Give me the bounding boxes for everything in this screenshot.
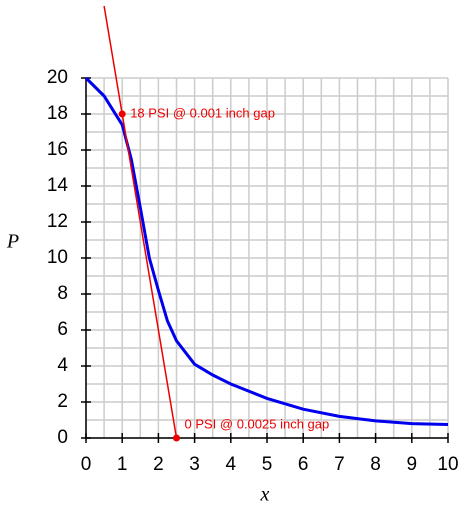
y-tick-label: 6 <box>57 319 68 340</box>
series-line <box>84 76 449 426</box>
x-tick-label: 3 <box>189 454 200 475</box>
x-tick-label: 0 <box>81 454 92 475</box>
y-tick-label: 18 <box>47 103 68 124</box>
x-tick-label: 5 <box>262 454 273 475</box>
x-tick-label: 7 <box>334 454 345 475</box>
x-tick-label: 10 <box>437 454 458 475</box>
point-label: 0 PSI @ 0.0025 inch gap <box>185 416 330 431</box>
y-axis-title: P <box>6 231 19 253</box>
point-label: 18 PSI @ 0.001 inch gap <box>130 105 275 120</box>
point <box>118 110 126 118</box>
y-tick-label: 14 <box>47 175 69 196</box>
x-tick-label: 9 <box>407 454 418 475</box>
y-tick-label: 8 <box>57 283 68 304</box>
series-line <box>103 5 178 439</box>
y-tick-label: 12 <box>47 211 68 232</box>
y-tick-label: 2 <box>57 391 68 412</box>
x-tick-label: 4 <box>226 454 237 475</box>
x-tick-label: 1 <box>117 454 128 475</box>
x-axis-title: x <box>260 484 270 506</box>
y-tick-label: 0 <box>57 427 68 448</box>
y-tick-label: 20 <box>47 67 68 88</box>
x-tick-label: 8 <box>370 454 381 475</box>
point <box>173 434 180 442</box>
y-tick-label: 16 <box>47 139 68 160</box>
x-tick-label: 2 <box>153 454 164 475</box>
y-tick-label: 10 <box>47 247 68 268</box>
y-tick-label: 4 <box>57 355 68 376</box>
x-tick-label: 6 <box>298 454 309 475</box>
